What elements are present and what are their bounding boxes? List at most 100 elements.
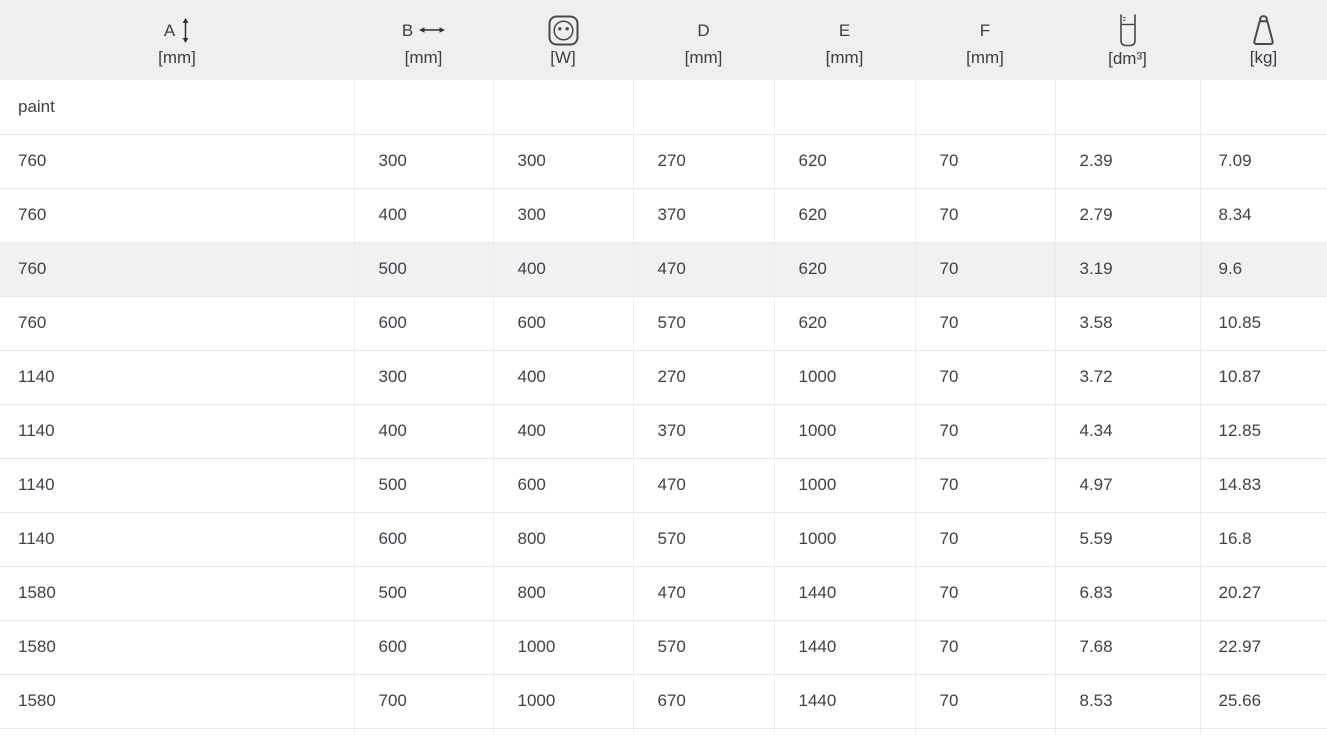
cell-power: 600 xyxy=(492,457,633,512)
weight-icon xyxy=(1249,14,1278,46)
column-title: A xyxy=(164,14,190,46)
cell-a: 760 xyxy=(0,187,354,242)
cell-weight: 12.85 xyxy=(1199,403,1327,458)
cell-f: 70 xyxy=(914,403,1055,458)
cell-d: 370 xyxy=(632,187,774,242)
column-header-e: E [mm] xyxy=(774,0,915,80)
cell-d xyxy=(632,727,774,735)
cell-f xyxy=(914,727,1055,735)
cell-volume: 4.97 xyxy=(1054,457,1200,512)
cell-power xyxy=(492,80,633,134)
cell-weight: 10.87 xyxy=(1199,349,1327,404)
column-title xyxy=(1249,14,1278,46)
column-header-content: B [mm] xyxy=(354,14,493,66)
cell-b: 600 xyxy=(353,511,493,566)
cell-power: 400 xyxy=(492,403,633,458)
table-row[interactable]: 1580 700 1000 670 1440 70 8.53 25.66 xyxy=(0,673,1327,728)
column-unit: [W] xyxy=(550,48,576,67)
cell-a: paint xyxy=(0,80,354,134)
cell-f: 70 xyxy=(914,673,1055,728)
column-unit: [mm] xyxy=(825,48,864,67)
table-row[interactable]: 1140 300 400 270 1000 70 3.72 10.87 xyxy=(0,349,1327,404)
cell-volume: 2.39 xyxy=(1054,133,1200,188)
table-row[interactable]: 760 600 600 570 620 70 3.58 10.85 xyxy=(0,295,1327,350)
table-row[interactable]: 760 400 300 370 620 70 2.79 8.34 xyxy=(0,187,1327,242)
cell-f: 70 xyxy=(914,133,1055,188)
cell-e: 1440 xyxy=(773,619,915,674)
table-row[interactable]: 1140 500 600 470 1000 70 4.97 14.83 xyxy=(0,457,1327,512)
cell-volume: 6.83 xyxy=(1054,565,1200,620)
cell-a xyxy=(0,727,354,735)
table-row[interactable]: 760 500 400 470 620 70 3.19 9.6 xyxy=(0,241,1327,296)
cell-b: 600 xyxy=(353,295,493,350)
column-title: B xyxy=(402,14,446,46)
cell-power: 600 xyxy=(492,295,633,350)
cell-a: 1140 xyxy=(0,349,354,404)
cell-d: 270 xyxy=(632,133,774,188)
cell-f: 70 xyxy=(914,457,1055,512)
table-row[interactable]: 1140 600 800 570 1000 70 5.59 16.8 xyxy=(0,511,1327,566)
cell-b: 700 xyxy=(353,673,493,728)
table-header-row: A [mm] B [mm] [W] D [mm] E [mm] F [mm] [dm³] [kg] xyxy=(0,0,1327,80)
cell-e xyxy=(773,80,915,134)
cell-power: 1000 xyxy=(492,673,633,728)
cell-b: 500 xyxy=(353,565,493,620)
table-row[interactable]: 760 300 300 270 620 70 2.39 7.09 xyxy=(0,133,1327,188)
cell-power: 800 xyxy=(492,511,633,566)
column-unit: [mm] xyxy=(966,48,1004,67)
cell-a: 760 xyxy=(0,295,354,350)
cell-b: 400 xyxy=(353,403,493,458)
cell-f: 70 xyxy=(914,295,1055,350)
cell-b: 300 xyxy=(353,133,493,188)
arrow-horizontal-icon xyxy=(419,25,446,35)
cell-weight: 8.34 xyxy=(1199,187,1327,242)
cell-weight xyxy=(1199,727,1327,735)
cell-a: 1140 xyxy=(0,457,354,512)
cell-d: 470 xyxy=(632,241,774,296)
cell-volume: 4.34 xyxy=(1054,403,1200,458)
cell-d: 570 xyxy=(632,511,774,566)
column-header-content: [kg] xyxy=(1200,14,1327,66)
column-title xyxy=(1116,13,1140,47)
cell-power xyxy=(492,727,633,735)
column-header-a: A [mm] xyxy=(0,0,354,80)
table-row[interactable]: 1140 400 400 370 1000 70 4.34 12.85 xyxy=(0,403,1327,458)
cell-e: 620 xyxy=(773,295,915,350)
table-row[interactable]: 1580 500 800 470 1440 70 6.83 20.27 xyxy=(0,565,1327,620)
column-unit: [mm] xyxy=(158,48,196,67)
column-unit: [kg] xyxy=(1249,48,1278,67)
table-row[interactable]: 1580 600 1000 570 1440 70 7.68 22.97 xyxy=(0,619,1327,674)
cell-f: 70 xyxy=(914,241,1055,296)
cell-power: 400 xyxy=(492,349,633,404)
cell-e: 620 xyxy=(773,241,915,296)
cell-power: 800 xyxy=(492,565,633,620)
cell-e: 620 xyxy=(773,133,915,188)
cell-volume xyxy=(1054,80,1200,134)
arrow-vertical-icon xyxy=(181,17,190,43)
cell-b: 300 xyxy=(353,349,493,404)
table-body: paint 760 300 300 270 620 70 2.39 7.09 760 400 300 3… xyxy=(0,80,1327,735)
group-row-paint[interactable]: paint xyxy=(0,80,1327,134)
cell-weight: 14.83 xyxy=(1199,457,1327,512)
cell-d xyxy=(632,80,774,134)
cell-a: 760 xyxy=(0,133,354,188)
cutoff-row xyxy=(0,727,1327,735)
cell-weight: 7.09 xyxy=(1199,133,1327,188)
cell-b xyxy=(353,80,493,134)
column-header-content: E [mm] xyxy=(774,14,915,67)
cell-d: 270 xyxy=(632,349,774,404)
cell-volume: 7.68 xyxy=(1054,619,1200,674)
cell-f: 70 xyxy=(914,565,1055,620)
cell-weight: 22.97 xyxy=(1199,619,1327,674)
column-unit: [mm] xyxy=(684,48,723,67)
cell-d: 370 xyxy=(632,403,774,458)
column-header-weight: [kg] xyxy=(1200,0,1327,80)
power-socket-icon xyxy=(548,15,579,46)
canister-icon xyxy=(1116,13,1140,47)
column-header-volume: [dm³] xyxy=(1055,0,1200,80)
cell-e: 1000 xyxy=(773,457,915,512)
cell-b: 600 xyxy=(353,619,493,674)
column-unit: [dm³] xyxy=(1108,48,1147,68)
